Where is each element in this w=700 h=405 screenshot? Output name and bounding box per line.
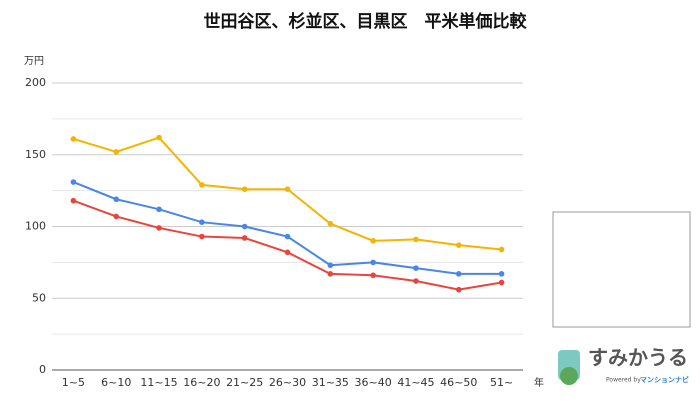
x-tick-label: 41~45 <box>397 376 434 389</box>
data-point <box>156 225 162 231</box>
y-tick-label: 0 <box>39 363 46 376</box>
data-point <box>455 242 462 248</box>
data-point <box>70 136 77 142</box>
data-point <box>113 149 120 155</box>
data-point <box>156 206 162 213</box>
legend-box <box>552 211 691 328</box>
x-tick-label: 46~50 <box>440 376 477 389</box>
data-point <box>498 279 505 286</box>
data-point <box>70 179 77 185</box>
y-tick-label: 50 <box>32 291 46 304</box>
data-point <box>327 220 334 227</box>
data-point <box>327 262 334 269</box>
data-point <box>413 265 419 271</box>
data-point <box>498 271 505 277</box>
data-point <box>113 196 120 203</box>
data-point <box>199 182 205 188</box>
chart-title: 世田谷区、杉並区、目黒区 平米単価比較 <box>204 11 528 32</box>
data-point <box>156 134 162 141</box>
x-tick-label: 51~ <box>490 376 513 389</box>
data-point <box>327 271 334 277</box>
data-point <box>284 249 291 256</box>
y-unit: 万円 <box>24 56 44 67</box>
data-point <box>241 223 248 230</box>
x-tick-label: 36~40 <box>355 376 392 389</box>
y-tick-label: 150 <box>25 148 46 161</box>
data-point <box>413 236 419 243</box>
data-point <box>498 246 505 253</box>
data-point <box>241 186 248 192</box>
x-tick-label: 16~20 <box>183 376 220 389</box>
logo-powered: Powered by <box>606 377 641 384</box>
data-point <box>241 235 248 241</box>
logo-icon <box>560 367 578 385</box>
x-tick-label: 1~5 <box>62 376 85 389</box>
data-point <box>455 286 462 293</box>
x-tick-label: 21~25 <box>226 376 263 389</box>
data-point <box>113 213 120 220</box>
x-tick-label: 31~35 <box>312 376 349 389</box>
data-point <box>199 233 205 240</box>
logo-brand: マンションナビ <box>640 375 689 384</box>
data-point <box>370 259 376 266</box>
data-point <box>70 197 77 204</box>
x-tick-label: 6~10 <box>101 376 131 389</box>
data-point <box>284 233 291 240</box>
data-point <box>413 278 419 284</box>
data-point <box>370 272 376 279</box>
data-point <box>455 271 462 277</box>
x-tick-label: 11~15 <box>140 376 177 389</box>
x-tick-label: 26~30 <box>269 376 306 389</box>
logo-name: すみかうる <box>588 346 688 370</box>
data-point <box>199 219 205 225</box>
x-unit: 年 <box>534 376 544 389</box>
y-tick-label: 200 <box>25 76 46 89</box>
data-point <box>284 186 291 192</box>
data-point <box>370 238 376 244</box>
logo: すみかうる Powered by マンションナビ <box>558 346 689 385</box>
y-tick-label: 100 <box>25 220 46 233</box>
